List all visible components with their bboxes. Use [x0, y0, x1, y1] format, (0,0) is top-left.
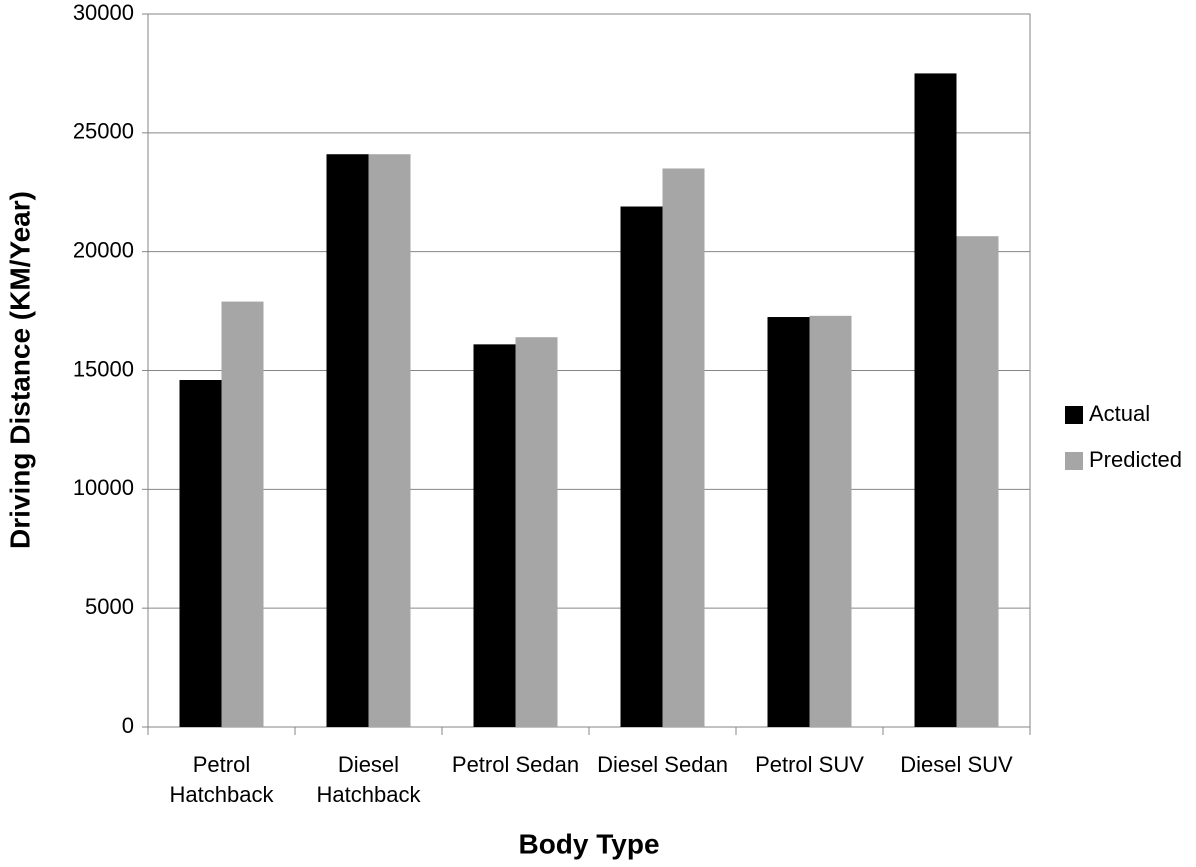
x-tick-label: Diesel SUV — [900, 752, 1013, 777]
bar — [368, 154, 411, 727]
bar — [914, 73, 957, 727]
bar — [473, 344, 516, 727]
legend-swatch — [1065, 452, 1083, 470]
bar — [956, 236, 999, 728]
bar — [515, 337, 558, 727]
y-tick-label: 15000 — [73, 356, 134, 381]
y-axis-title: Driving Distance (KM/Year) — [4, 191, 35, 549]
x-tick-label: Petrol Hatchback — [169, 752, 274, 807]
bar — [179, 380, 222, 727]
x-axis-title: Body Type — [518, 828, 659, 859]
x-tick-label: Petrol SUV — [755, 752, 864, 777]
bar — [662, 168, 705, 727]
y-tick-label: 10000 — [73, 475, 134, 500]
x-tick-label: Diesel Sedan — [597, 752, 728, 777]
bar — [221, 301, 264, 727]
legend-label: Actual — [1089, 401, 1150, 426]
legend-label: Predicted — [1089, 447, 1182, 472]
bar — [620, 206, 663, 727]
y-tick-label: 20000 — [73, 237, 134, 262]
bar — [809, 315, 852, 727]
y-tick-label: 5000 — [85, 594, 134, 619]
x-tick-label: Petrol Sedan — [451, 752, 580, 777]
x-tick-label: Diesel Hatchback — [316, 752, 421, 807]
y-tick-label: 25000 — [73, 119, 134, 144]
y-tick-label: 30000 — [73, 0, 134, 25]
y-tick-label: 0 — [122, 713, 134, 738]
legend-swatch — [1065, 406, 1083, 424]
bar — [326, 154, 369, 727]
bar — [767, 317, 810, 727]
